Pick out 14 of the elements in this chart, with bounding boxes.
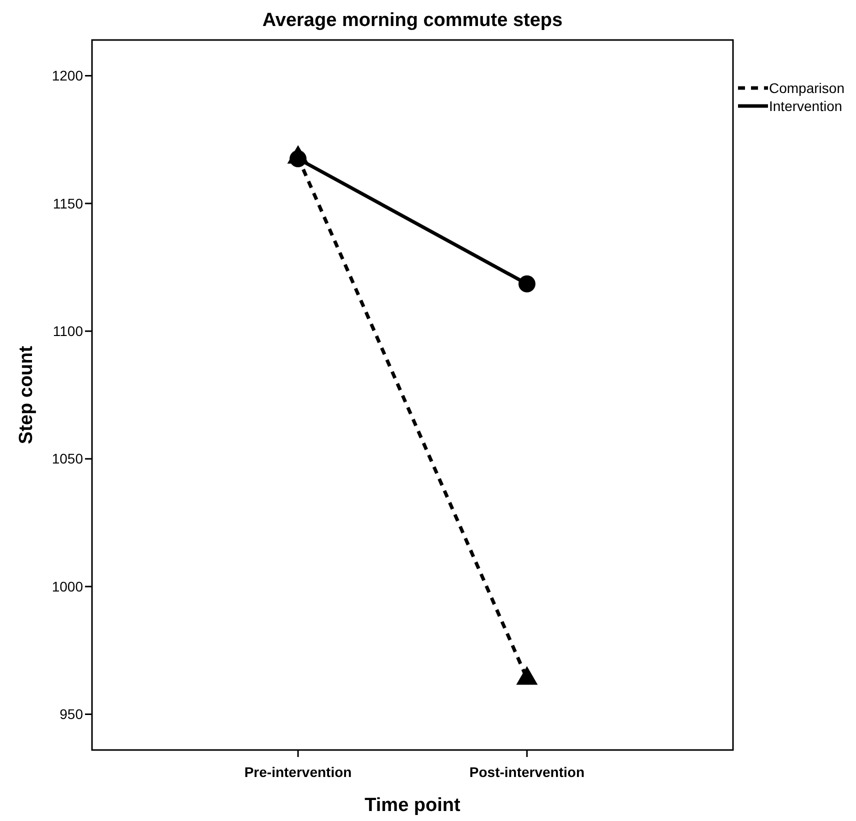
y-tick-label: 1200: [52, 68, 84, 84]
x-tick-label: Post-intervention: [469, 764, 585, 780]
x-axis-title: Time point: [364, 795, 462, 816]
x-tick-label: Pre-intervention: [244, 764, 352, 780]
chart-title: Average morning commute steps: [262, 10, 563, 31]
y-tick-label: 1000: [52, 578, 84, 594]
y-tick-label: 1150: [52, 195, 84, 212]
legend-label: Comparison: [769, 80, 844, 96]
legend-label: Intervention: [769, 98, 842, 114]
y-tick-label: 950: [60, 706, 84, 722]
y-axis-title: Step count: [16, 345, 37, 444]
y-tick-label: 1050: [52, 450, 84, 467]
y-tick-label: 1100: [52, 323, 84, 340]
point: [518, 275, 536, 292]
